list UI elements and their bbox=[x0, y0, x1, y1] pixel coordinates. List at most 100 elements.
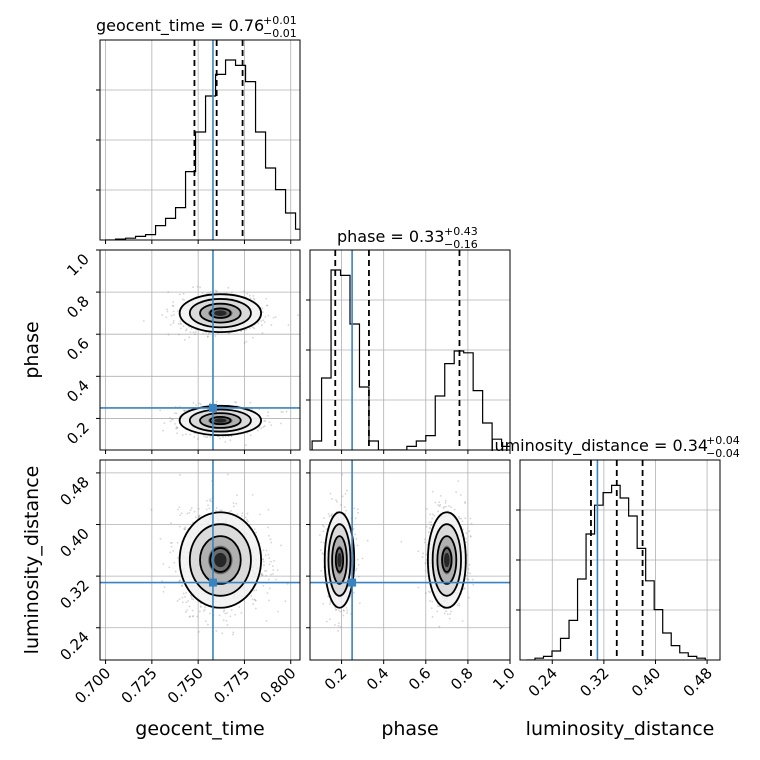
scatter-point bbox=[225, 619, 228, 622]
scatter-point bbox=[215, 509, 217, 512]
scatter-point bbox=[204, 620, 207, 623]
scatter-point bbox=[261, 572, 263, 575]
scatter-point bbox=[170, 545, 173, 548]
scatter-point bbox=[170, 314, 173, 317]
contour-line bbox=[436, 535, 458, 585]
scatter-point bbox=[339, 625, 342, 628]
scatter-point bbox=[262, 558, 265, 561]
scatter-point bbox=[192, 615, 195, 617]
panel-2-0 bbox=[96, 459, 301, 664]
scatter-point bbox=[465, 574, 468, 577]
xlabel-phase: phase bbox=[381, 718, 438, 740]
scatter-point bbox=[181, 298, 184, 300]
scatter-point bbox=[209, 402, 212, 405]
scatter-point bbox=[189, 433, 192, 436]
scatter-point bbox=[268, 563, 271, 566]
scatter-point bbox=[183, 528, 186, 531]
scatter-point bbox=[337, 630, 339, 632]
scatter-point bbox=[169, 420, 172, 423]
scatter-point bbox=[268, 587, 271, 590]
scatter-point bbox=[450, 506, 452, 508]
ylabel-phase: phase bbox=[21, 321, 43, 378]
scatter-point bbox=[163, 586, 166, 589]
scatter-point bbox=[263, 569, 266, 572]
tick-label-y-luminosity_distance: 0.24 bbox=[56, 628, 92, 664]
contour-line bbox=[209, 415, 232, 426]
scatter-point bbox=[206, 499, 208, 502]
scatter-point bbox=[261, 574, 263, 577]
title-luminosity_distance-lower: −0.04 bbox=[706, 447, 740, 460]
density-shading bbox=[179, 294, 262, 436]
scatter-point bbox=[457, 480, 460, 483]
scatter-point bbox=[439, 503, 442, 506]
scatter-point bbox=[183, 339, 186, 341]
scatter-point bbox=[424, 561, 427, 564]
scatter-point bbox=[345, 509, 348, 512]
contour-line bbox=[334, 547, 345, 573]
contour-line bbox=[209, 307, 232, 319]
scatter-point bbox=[436, 610, 439, 613]
scatter-point bbox=[175, 412, 178, 415]
scatter-point bbox=[448, 617, 451, 620]
scatter-point bbox=[260, 573, 263, 576]
scatter-point bbox=[430, 521, 433, 524]
scatter-point bbox=[246, 519, 248, 521]
scatter-point bbox=[267, 411, 270, 414]
scatter-point bbox=[431, 616, 434, 618]
scatter-point bbox=[467, 578, 470, 581]
scatter-point bbox=[171, 304, 174, 307]
truth-point bbox=[208, 578, 217, 587]
scatter-point bbox=[263, 321, 266, 324]
scatter-point bbox=[443, 506, 446, 508]
density-level bbox=[214, 418, 227, 423]
scatter-point bbox=[226, 473, 229, 476]
scatter-point bbox=[239, 330, 242, 333]
scatter-point bbox=[277, 610, 279, 613]
tick-label-x-geocent_time: 0.750 bbox=[164, 664, 207, 707]
scatter-point bbox=[431, 490, 434, 493]
truth-point bbox=[208, 403, 217, 412]
scatter-point bbox=[207, 335, 209, 338]
contour-line bbox=[323, 511, 356, 609]
scatter-point bbox=[268, 421, 271, 424]
scatter-point bbox=[231, 633, 234, 636]
scatter-point bbox=[215, 400, 218, 403]
scatter-point bbox=[189, 331, 192, 334]
scatter-point bbox=[174, 423, 176, 425]
scatter-point bbox=[214, 289, 217, 292]
scatter-point bbox=[234, 613, 237, 616]
scatter-point bbox=[423, 541, 426, 544]
scatter-point bbox=[437, 510, 439, 513]
scatter-point bbox=[188, 511, 191, 514]
scatter-point bbox=[463, 587, 466, 590]
scatter-point bbox=[468, 563, 471, 566]
scatter-point bbox=[198, 514, 201, 517]
scatter-point bbox=[424, 592, 427, 595]
scatter-point bbox=[230, 609, 233, 611]
scatter-point bbox=[438, 605, 441, 608]
scatter-point bbox=[169, 551, 172, 554]
scatter-point bbox=[186, 609, 188, 612]
scatter-point bbox=[253, 598, 256, 601]
scatter-point bbox=[323, 517, 325, 520]
scatter-point bbox=[433, 514, 436, 517]
scatter-point bbox=[175, 426, 178, 428]
scatter-point bbox=[180, 512, 183, 515]
scatter-point bbox=[245, 340, 248, 343]
scatter-point bbox=[343, 610, 345, 612]
scatter-point bbox=[270, 541, 273, 544]
histogram-phase bbox=[311, 269, 510, 450]
scatter-point bbox=[209, 290, 212, 293]
scatter-point bbox=[208, 507, 211, 510]
scatter-point bbox=[264, 316, 267, 318]
panel-2-2 bbox=[516, 459, 721, 664]
scatter-point bbox=[169, 323, 172, 326]
scatter-point bbox=[194, 331, 197, 333]
scatter-point bbox=[449, 613, 452, 616]
scatter-point bbox=[179, 474, 181, 476]
contour-line bbox=[441, 547, 453, 573]
scatter-point bbox=[192, 401, 195, 404]
scatter-point bbox=[229, 439, 232, 442]
panel-frame bbox=[99, 249, 301, 451]
scatter-point bbox=[462, 528, 464, 531]
